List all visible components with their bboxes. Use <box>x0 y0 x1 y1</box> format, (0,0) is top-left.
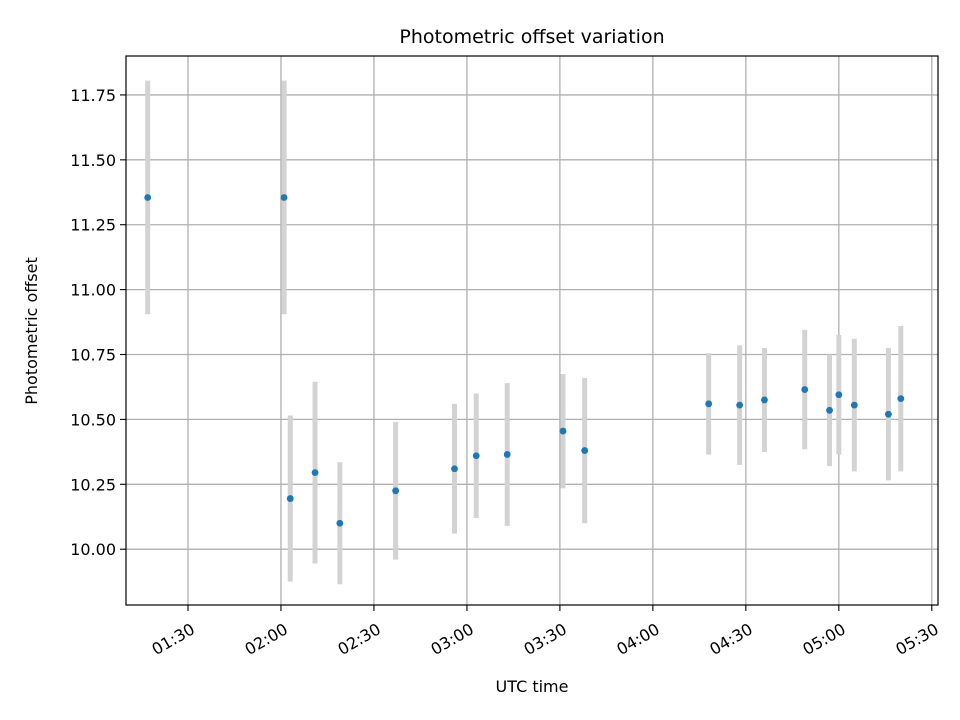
data-point <box>761 396 768 404</box>
data-point <box>472 452 480 460</box>
data-point <box>336 519 344 527</box>
data-point <box>885 410 892 418</box>
data-point <box>801 386 809 393</box>
data-point <box>451 465 458 473</box>
data-point <box>144 194 152 201</box>
plot-frame <box>125 55 939 606</box>
y-tick-label: 11.25 <box>70 216 116 235</box>
data-point <box>705 400 713 408</box>
data-point <box>736 401 744 409</box>
y-tick-label: 10.00 <box>70 540 116 559</box>
data-point <box>286 495 294 502</box>
y-axis-ticks: 10.00 10.25 10.50 10.75 11.00 11.25 11.50 11.75 <box>70 86 126 559</box>
data-point <box>392 487 400 495</box>
y-axis-label: Photometric offset <box>22 257 41 405</box>
data-point <box>280 194 288 201</box>
y-tick-label: 11.00 <box>70 281 116 300</box>
data-point <box>581 447 589 454</box>
data-point <box>311 469 319 477</box>
data-point <box>897 395 905 403</box>
data-point <box>850 401 858 409</box>
data-point <box>835 391 843 399</box>
y-tick-label: 10.75 <box>70 346 116 365</box>
y-tick-label: 10.25 <box>70 475 116 494</box>
y-tick-label: 11.50 <box>70 151 116 170</box>
data-point <box>503 451 511 458</box>
chart-title: Photometric offset variation <box>399 26 664 48</box>
y-tick-label: 10.50 <box>70 410 116 429</box>
x-axis-label: UTC time <box>496 677 569 696</box>
data-point <box>559 427 567 435</box>
data-point <box>826 406 833 414</box>
data-points <box>144 194 905 527</box>
y-tick-label: 11.75 <box>70 86 116 105</box>
